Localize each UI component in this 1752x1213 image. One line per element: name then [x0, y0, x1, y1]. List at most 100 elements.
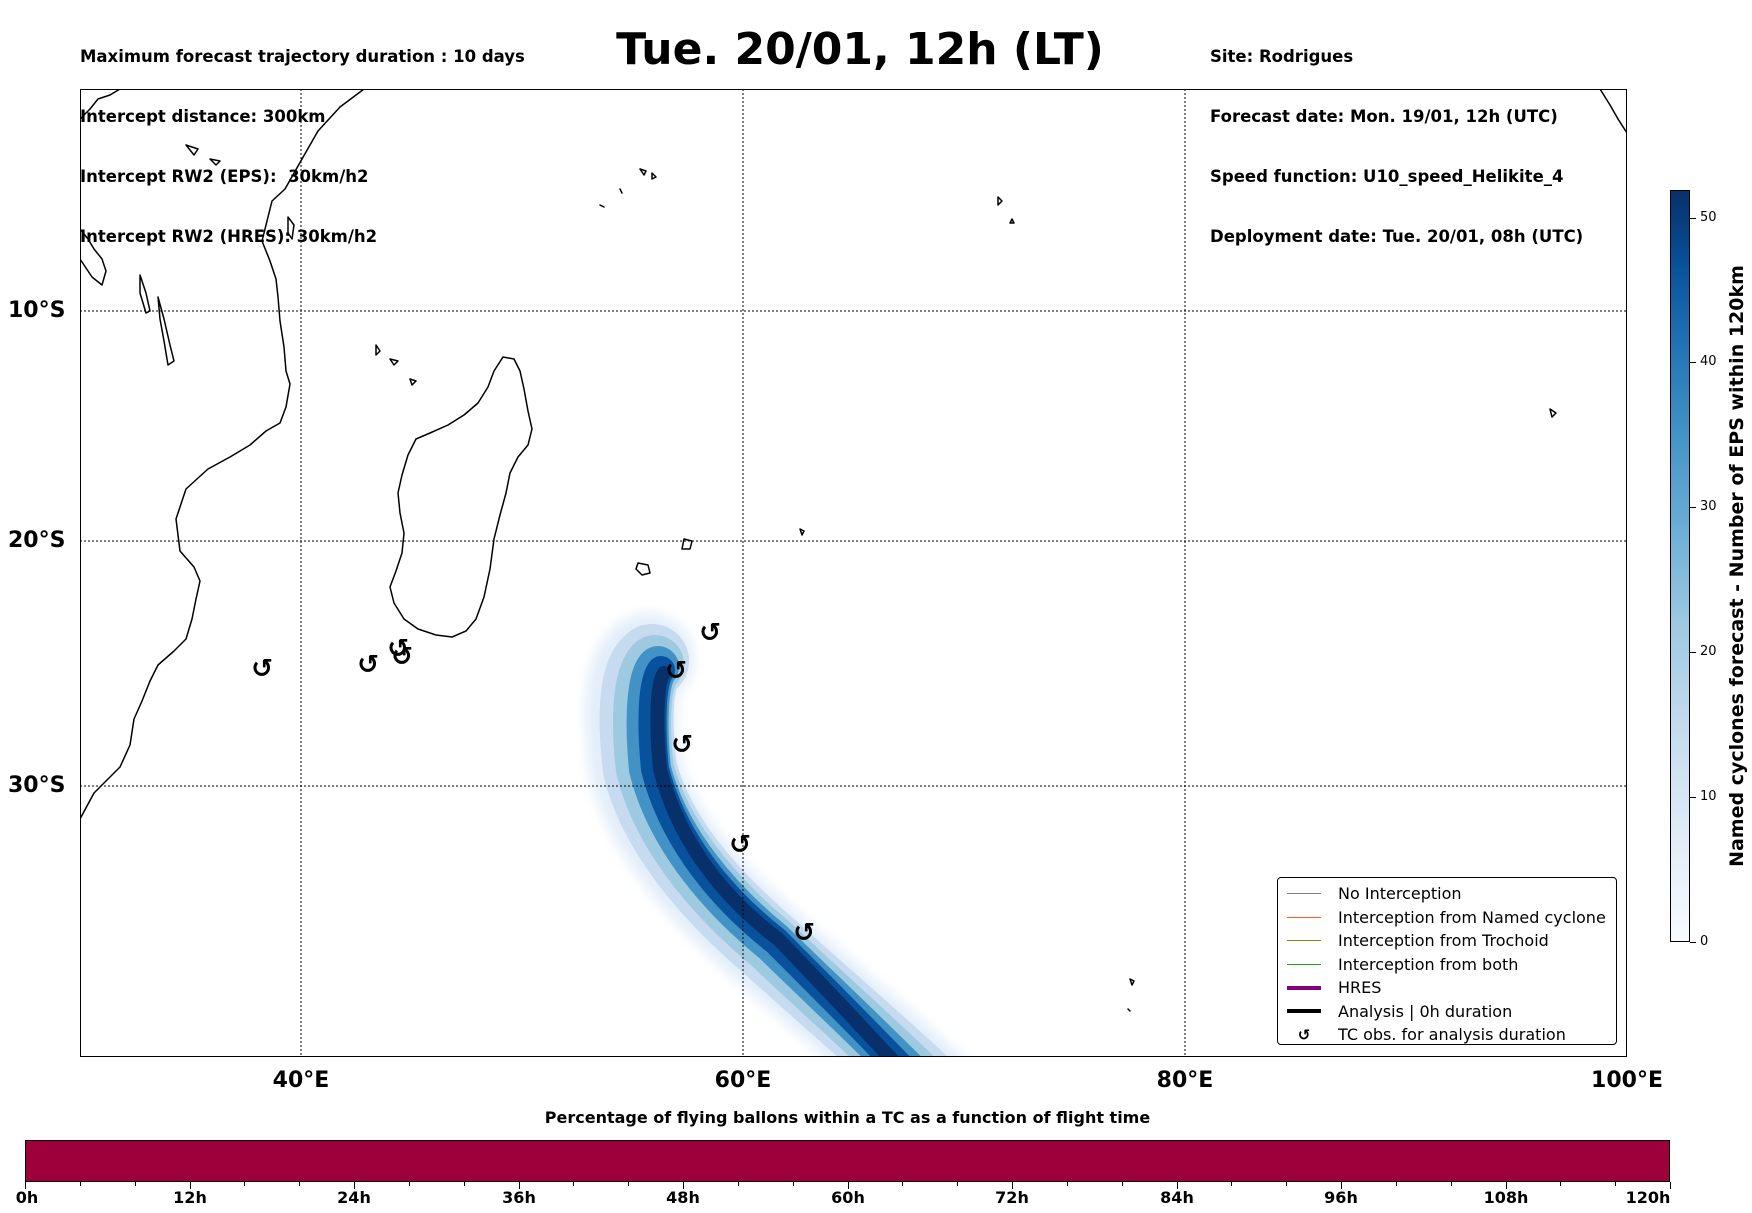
flight-time-minor-tick	[957, 1182, 958, 1186]
flight-time-minor-tick	[299, 1182, 300, 1186]
tc-marker: ↺	[391, 642, 413, 672]
colorbar-tick	[1690, 362, 1696, 363]
red-sea-coast	[80, 89, 121, 120]
flight-time-minor-tick	[135, 1182, 136, 1186]
colorbar-tick-label: 0	[1700, 934, 1709, 949]
header-right-line: Forecast date: Mon. 19/01, 12h (UTC)	[1210, 107, 1558, 126]
lat-label: 10°S	[8, 298, 66, 323]
map-area[interactable]: ↺ ↺ ↺ ↺ ↺ ↺ ↺ ↺ ↺	[80, 89, 1627, 1057]
header-left-line: Intercept RW2 (HRES): 30km/h2	[80, 227, 378, 246]
legend-label: Analysis | 0h duration	[1338, 1001, 1513, 1021]
flight-time-tick-label: 84h	[1160, 1188, 1194, 1207]
amsterdam	[1127, 1008, 1131, 1012]
madagascar-coast	[389, 356, 533, 638]
legend-swatch	[1287, 893, 1321, 895]
flight-time-tick-label: 36h	[502, 1188, 536, 1207]
colorbar-tick	[1690, 218, 1696, 219]
legend-item: Analysis | 0h duration	[1286, 1000, 1608, 1024]
tc-observation-markers: ↺ ↺ ↺ ↺ ↺ ↺ ↺ ↺ ↺	[251, 618, 815, 948]
density-colorbar	[1670, 190, 1690, 942]
flight-time-major-tick	[683, 1182, 684, 1189]
flight-time-tick-label: 48h	[666, 1188, 700, 1207]
colorbar-label: Named cyclones forecast - Number of EPS …	[1726, 265, 1748, 867]
header-right-line: Deployment date: Tue. 20/01, 08h (UTC)	[1210, 227, 1584, 246]
colorbar-tick	[1690, 507, 1696, 508]
legend-item: Interception from both	[1286, 953, 1608, 977]
colorbar-tick	[1690, 942, 1696, 943]
legend-item: Interception from Trochoid	[1286, 929, 1608, 953]
flight-time-major-tick	[1341, 1182, 1342, 1189]
coastlines	[80, 89, 1627, 1012]
legend-swatch	[1287, 985, 1321, 990]
flight-time-minor-tick	[409, 1182, 410, 1186]
colorbar-tick	[1690, 652, 1696, 653]
tc-marker: ↺	[793, 918, 815, 948]
flight-time-minor-tick	[1286, 1182, 1287, 1186]
lat-label: 20°S	[8, 528, 66, 553]
flight-time-minor-tick	[1231, 1182, 1232, 1186]
flight-time-major-tick	[519, 1182, 520, 1189]
legend-swatch	[1287, 916, 1321, 918]
flight-time-major-tick	[1506, 1182, 1507, 1189]
mauritius	[635, 562, 651, 576]
flight-time-minor-tick	[1396, 1182, 1397, 1186]
lon-label: 80°E	[1156, 1068, 1214, 1093]
header-right-line: Site: Rodrigues	[1210, 47, 1354, 66]
header-right-info: Site: Rodrigues Forecast date: Mon. 19/0…	[1210, 7, 1583, 267]
flight-time-minor-tick	[573, 1182, 574, 1186]
flight-time-tick-label: 60h	[831, 1188, 865, 1207]
colorbar-tick-label: 50	[1700, 210, 1717, 225]
map-title: Tue. 20/01, 12h (LT)	[616, 24, 1104, 75]
flight-time-tick-label: 24h	[337, 1188, 371, 1207]
colorbar-tick-label: 30	[1700, 499, 1717, 514]
flight-time-minor-tick	[1451, 1182, 1452, 1186]
header-left-info: Maximum forecast trajectory duration : 1…	[80, 7, 525, 267]
reunion	[681, 538, 693, 550]
flight-time-major-tick	[1012, 1182, 1013, 1189]
cyclone-density-plume	[584, 613, 963, 1057]
flight-time-minor-tick	[793, 1182, 794, 1186]
lon-label: 40°E	[272, 1068, 330, 1093]
legend-swatch	[1287, 963, 1321, 965]
legend-item: No Interception	[1286, 882, 1608, 906]
flight-time-minor-tick	[1122, 1182, 1123, 1186]
flight-time-tick-label: 120h	[1625, 1188, 1671, 1207]
seychelles	[599, 168, 657, 208]
flight-time-tick-label: 0h	[15, 1188, 39, 1207]
lon-label: 100°E	[1591, 1068, 1663, 1093]
flight-time-tick-label: 72h	[995, 1188, 1029, 1207]
comoros	[375, 344, 417, 386]
legend-label: Interception from both	[1338, 954, 1519, 974]
flight-time-minor-tick	[244, 1182, 245, 1186]
rodrigues	[799, 528, 805, 536]
flight-time-minor-tick	[902, 1182, 903, 1186]
flight-time-tick-label: 96h	[1324, 1188, 1358, 1207]
arabia-coast	[80, 228, 107, 286]
flight-time-minor-tick	[628, 1182, 629, 1186]
legend-item: HRES	[1286, 976, 1608, 1000]
flight-time-bar	[25, 1140, 1670, 1182]
flight-time-major-tick	[848, 1182, 849, 1189]
header-left-line: Maximum forecast trajectory duration : 1…	[80, 47, 525, 66]
legend-label: HRES	[1338, 978, 1382, 998]
colorbar-tick	[1690, 797, 1696, 798]
flight-time-major-tick	[1177, 1182, 1178, 1189]
legend-item: Interception from Named cyclone	[1286, 906, 1608, 930]
flight-time-minor-tick	[464, 1182, 465, 1186]
header-left-line: Intercept RW2 (EPS): 30km/h2	[80, 167, 369, 186]
flight-time-title: Percentage of flying ballons within a TC…	[544, 1108, 1151, 1127]
tc-marker: ↺	[357, 650, 379, 680]
tc-marker: ↺	[665, 656, 687, 686]
legend-label: No Interception	[1338, 884, 1462, 904]
flight-time-major-tick	[190, 1182, 191, 1189]
lake-tanganyika	[139, 274, 151, 314]
tc-symbol-icon: ↺	[1297, 1025, 1311, 1044]
flight-time-major-tick	[1670, 1182, 1671, 1189]
tc-marker: ↺	[251, 654, 273, 684]
tc-marker: ↺	[387, 634, 409, 664]
flight-time-minor-tick	[738, 1182, 739, 1186]
zanzibar	[287, 216, 295, 240]
somalia-islands	[185, 144, 221, 166]
legend-label: TC obs. for analysis duration	[1338, 1025, 1566, 1045]
africa-coast	[80, 89, 365, 820]
